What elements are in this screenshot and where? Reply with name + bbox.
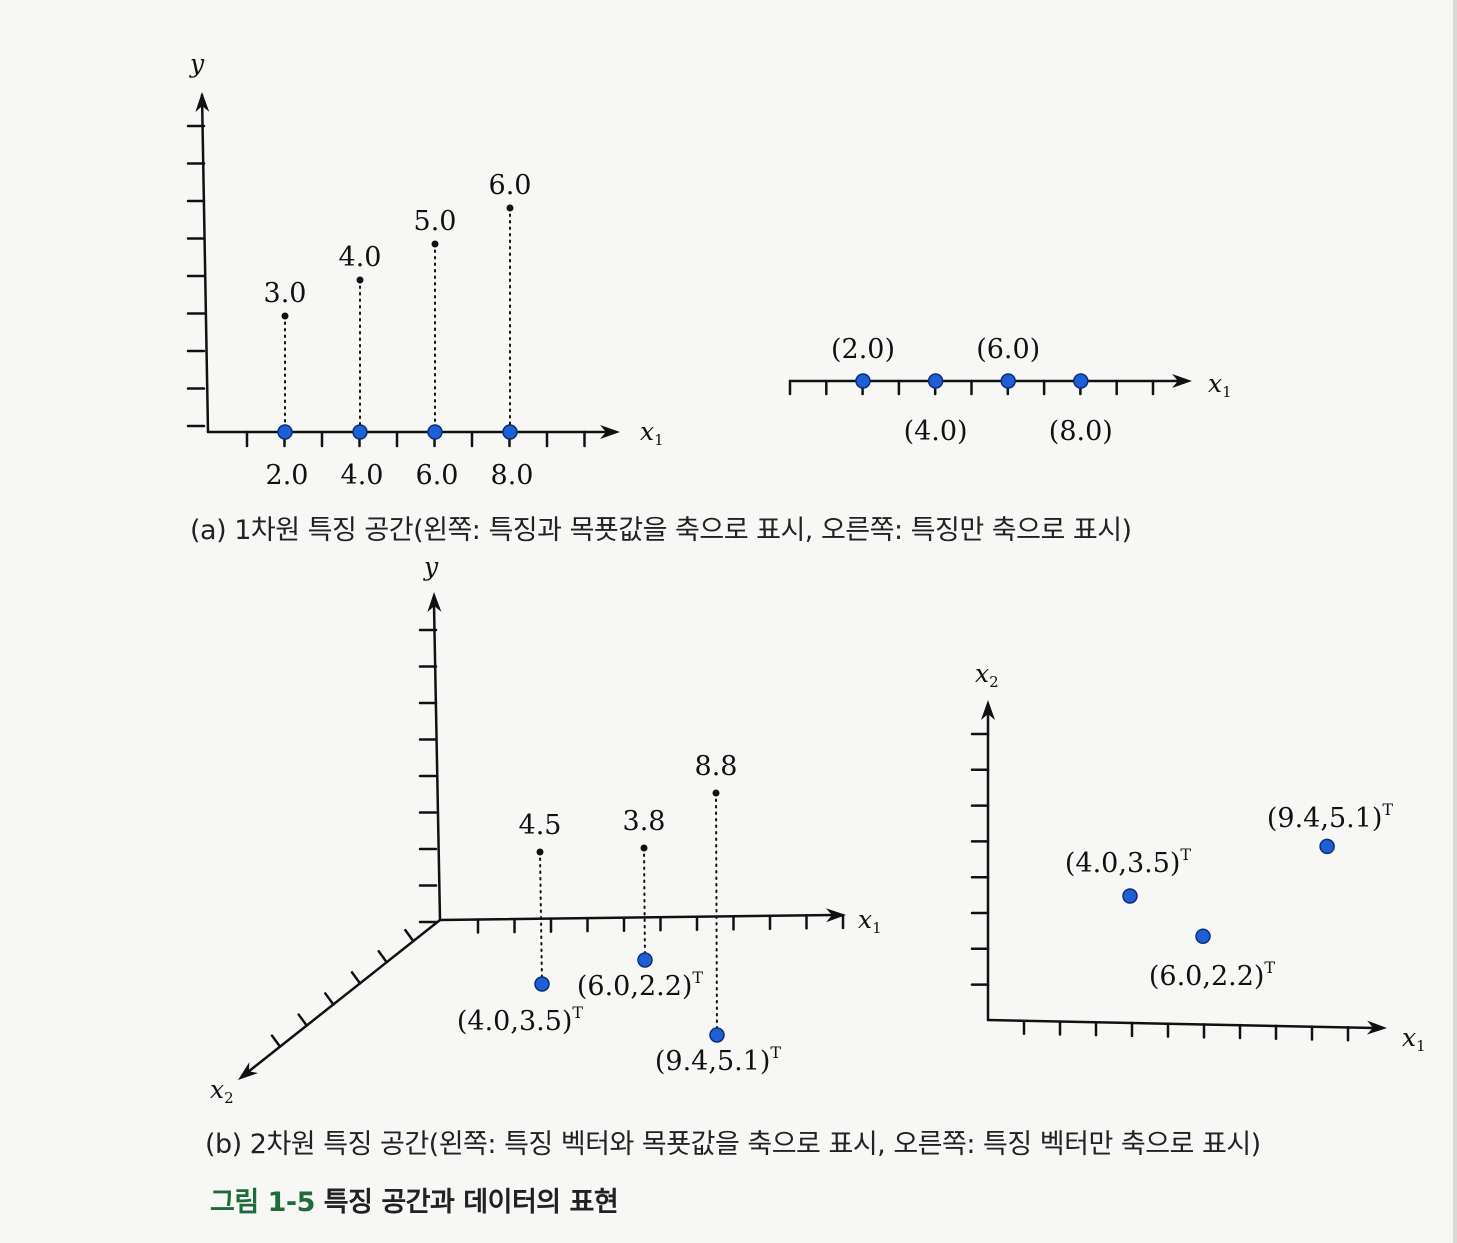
b-left-x2-tick (297, 1013, 308, 1027)
b-right-point (1122, 888, 1138, 904)
b-left-dropline (539, 851, 543, 985)
b-left-dropline (715, 792, 718, 1036)
b-left-x2-arrow (238, 1062, 259, 1080)
b-right-point-label-superscript: T (1264, 958, 1275, 977)
page-edge (1453, 0, 1457, 1243)
a-right-point-label: (2.0) (831, 334, 895, 365)
b-left-point-label: (4.0,3.5)T (457, 1003, 584, 1037)
b-left-x2-tick (350, 971, 362, 985)
b-left-feature-point (709, 1027, 725, 1043)
b-left-feature-point (534, 976, 550, 992)
a-left-x-arrow (600, 425, 620, 439)
b-left-target-point (712, 789, 720, 797)
a-right-point (1073, 373, 1089, 389)
a-left-feature-point (427, 424, 443, 440)
b-right-x2-label-subscript: 2 (989, 673, 999, 691)
b-left-point-label: (6.0,2.2)T (577, 968, 704, 1002)
b-left-x1-label: x1 (858, 905, 882, 937)
b-right-point-label-superscript: T (1382, 800, 1393, 819)
a-right-point-label: (4.0) (904, 416, 968, 447)
a-right-point (855, 373, 871, 389)
b-left-x2-tick (404, 928, 415, 943)
b-left-x2-tick (377, 949, 388, 964)
b-left-target-label: 3.8 (623, 806, 666, 837)
b-left-target-label: 8.8 (695, 751, 738, 782)
figure-title: 특징 공간과 데이터의 표현 (323, 1187, 619, 1218)
a-left-target-point (356, 276, 364, 284)
a-left-y-axis (200, 93, 210, 434)
a-right-x-label-subscript: 1 (1222, 383, 1232, 401)
figure-number: 그림 1-5 (210, 1187, 315, 1218)
b-right-x1-arrow (1366, 1020, 1387, 1035)
b-left-x1-label-subscript: 1 (872, 919, 882, 937)
b-right-x2-arrow (981, 700, 995, 720)
a-left-target-label: 4.0 (339, 242, 382, 273)
b-right-point (1319, 838, 1335, 855)
caption-b: (b) 2차원 특징 공간(왼쪽: 특징 벡터와 목푯값을 축으로 표시, 오른… (205, 1129, 1261, 1160)
b-right-x1-label-subscript: 1 (1416, 1037, 1426, 1055)
a-left-x-label: x1 (640, 417, 664, 449)
a-left-target-label: 3.0 (264, 278, 307, 309)
a-left-y-label: y (189, 49, 205, 78)
a-left-target-point (281, 312, 289, 320)
b-left-y-arrow (427, 592, 442, 613)
b-left-y-label: y (423, 552, 439, 581)
b-left-point-label-superscript: T (572, 1003, 583, 1022)
b-left-target-point (536, 848, 544, 856)
caption-a: (a) 1차원 특징 공간(왼쪽: 특징과 목푯값을 축으로 표시, 오른쪽: … (190, 515, 1132, 546)
a-right-arrow (1172, 374, 1192, 388)
b-left-point-label-superscript: T (692, 968, 703, 987)
a-left-y-arrow (195, 92, 210, 113)
b-left-x1-arrow (825, 908, 846, 923)
b-left-x2-tick (270, 1034, 282, 1048)
a-left-x-value-label: 2.0 (266, 460, 309, 491)
b-left-x2-axis (246, 918, 442, 1074)
a-left-target-label: 5.0 (414, 206, 457, 237)
b-right-x1-axis (986, 1018, 1377, 1030)
b-left-dropline (643, 847, 646, 961)
a-left-feature-point (277, 424, 293, 440)
a-left-target-label: 6.0 (489, 170, 532, 201)
b-right-x1-label: x1 (1402, 1023, 1426, 1055)
a-left-x-label-subscript: 1 (654, 431, 664, 449)
a-right-point (927, 373, 944, 389)
a-left-target-point (506, 204, 514, 212)
b-left-x1-axis (438, 913, 837, 922)
figure-caption: 그림 1-5 특징 공간과 데이터의 표현 (210, 1180, 619, 1219)
b-right-point-label: (9.4,5.1)T (1267, 800, 1394, 834)
a-left-x-value-label: 8.0 (491, 460, 534, 491)
b-left-x2-tick (324, 992, 335, 1006)
a-left-x-value-label: 6.0 (416, 460, 459, 491)
a-left-target-point (431, 240, 439, 248)
b-right-point-label: (6.0,2.2)T (1149, 958, 1276, 992)
b-left-target-point (640, 844, 648, 852)
a-left-x-value-label: 4.0 (341, 460, 384, 491)
a-right-point-label: (6.0) (976, 334, 1040, 365)
b-right-point-label-superscript: T (1180, 845, 1191, 864)
b-left-feature-point (637, 952, 653, 968)
b-left-x2-label: x2 (210, 1075, 234, 1107)
b-left-point-label: (9.4,5.1)T (655, 1043, 782, 1077)
a-right-x-label: x1 (1208, 369, 1232, 401)
a-right-point (1000, 373, 1016, 389)
b-left-x2-label-subscript: 2 (224, 1089, 234, 1107)
b-left-target-label: 4.5 (519, 810, 562, 841)
b-right-point-label: (4.0,3.5)T (1065, 845, 1192, 879)
b-right-point (1195, 928, 1211, 945)
b-left-y-axis (432, 603, 442, 922)
a-right-point-label: (8.0) (1049, 416, 1113, 447)
a-left-feature-point (352, 424, 368, 440)
b-left-point-label-superscript: T (770, 1043, 781, 1062)
b-right-x2-label: x2 (975, 659, 999, 691)
a-left-feature-point (502, 424, 518, 440)
